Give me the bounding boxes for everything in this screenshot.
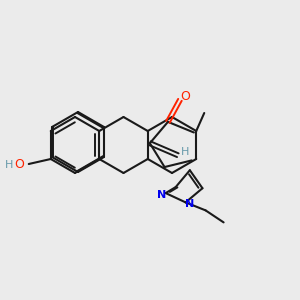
Text: H: H [181, 147, 189, 157]
Text: H: H [4, 160, 13, 170]
Text: O: O [180, 90, 190, 104]
Text: N: N [185, 200, 194, 209]
Text: N: N [157, 190, 166, 200]
Text: O: O [14, 158, 24, 172]
